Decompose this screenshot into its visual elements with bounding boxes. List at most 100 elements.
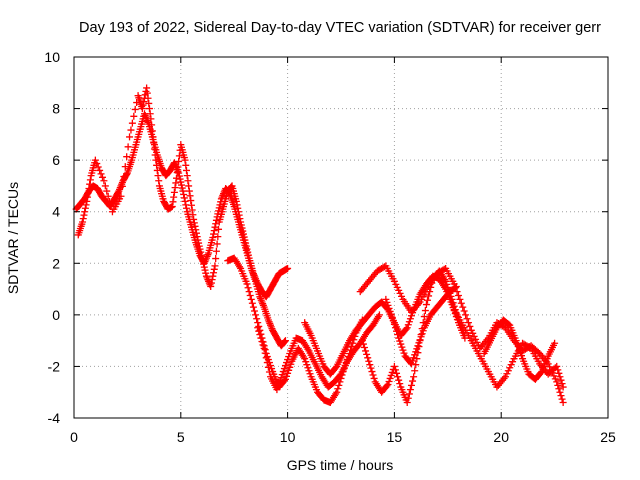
data-point (213, 240, 221, 248)
data-point (138, 105, 146, 113)
data-point (169, 198, 177, 206)
data-point (555, 369, 563, 377)
data-point (123, 153, 131, 161)
data-point (255, 327, 263, 335)
data-point (178, 184, 186, 192)
data-point (197, 251, 205, 259)
x-tick-label: 5 (177, 429, 185, 445)
data-point (239, 230, 247, 238)
data-point (142, 87, 150, 95)
data-point (360, 344, 368, 352)
data-point (254, 324, 262, 332)
data-point (281, 337, 289, 345)
data-point (190, 219, 198, 227)
data-point (197, 248, 205, 256)
data-point (557, 392, 565, 400)
data-point (334, 385, 342, 393)
data-point (386, 307, 394, 315)
data-point (259, 341, 267, 349)
data-point (370, 374, 378, 382)
data-point (210, 269, 218, 277)
data-point (98, 173, 106, 181)
data-point (147, 115, 155, 123)
data-point (185, 182, 193, 190)
data-point (382, 295, 390, 303)
data-point (212, 255, 220, 263)
data-point (402, 325, 410, 333)
data-point (472, 335, 480, 343)
data-point (106, 197, 114, 205)
data-point (117, 192, 125, 200)
data-point (463, 315, 471, 323)
data-point (405, 390, 413, 398)
data-point (260, 344, 268, 352)
data-point (83, 197, 91, 205)
data-point (281, 362, 289, 370)
data-point (391, 324, 399, 332)
data-point (198, 254, 206, 262)
data-point (249, 303, 257, 311)
data-point (367, 364, 375, 372)
data-point (410, 373, 418, 381)
y-tick-label: -2 (48, 358, 61, 374)
data-point (411, 351, 419, 359)
data-point (366, 361, 374, 369)
data-point (187, 197, 195, 205)
data-point (413, 355, 421, 363)
data-point (235, 211, 243, 219)
data-point (80, 211, 88, 219)
data-point (114, 188, 122, 196)
data-point (417, 333, 425, 341)
data-point (398, 292, 406, 300)
data-point (210, 265, 218, 273)
data-point (173, 169, 181, 177)
data-point (212, 247, 220, 255)
data-point (127, 126, 135, 134)
data-point (558, 380, 566, 388)
data-point (396, 337, 404, 345)
data-point (240, 233, 248, 241)
data-point (93, 160, 101, 168)
data-point (200, 263, 208, 271)
grid-lines (74, 57, 608, 418)
data-point (398, 343, 406, 351)
data-point (242, 242, 250, 250)
data-point (177, 178, 185, 186)
data-point (193, 233, 201, 241)
data-point (143, 89, 151, 97)
axis-ticks (73, 56, 609, 419)
data-point (180, 194, 188, 202)
data-point (237, 221, 245, 229)
data-point (153, 161, 161, 169)
data-point (170, 188, 178, 196)
data-point (124, 143, 132, 151)
y-tick-label: 4 (52, 204, 60, 220)
data-point (405, 318, 413, 326)
data-point (464, 319, 472, 327)
y-axis-label: SDTVAR / TECUs (5, 182, 21, 294)
data-point (131, 105, 139, 113)
x-axis-label: GPS time / hours (287, 457, 394, 473)
data-point (550, 372, 558, 380)
data-point (557, 376, 565, 384)
data-point (406, 386, 414, 394)
data-point (139, 101, 147, 109)
data-point (393, 369, 401, 377)
data-point (287, 360, 295, 368)
data-point (234, 208, 242, 216)
x-tick-label: 20 (493, 429, 509, 445)
data-point (152, 156, 160, 164)
data-point (414, 342, 422, 350)
data-point (256, 331, 264, 339)
data-point (275, 380, 283, 388)
data-point (410, 354, 418, 362)
data-point (84, 193, 92, 201)
data-point (512, 337, 520, 345)
data-point (285, 366, 293, 374)
data-point (120, 172, 128, 180)
data-point (359, 340, 367, 348)
data-point (188, 206, 196, 214)
data-point (507, 361, 515, 369)
data-point (395, 334, 403, 342)
data-point (201, 266, 209, 274)
